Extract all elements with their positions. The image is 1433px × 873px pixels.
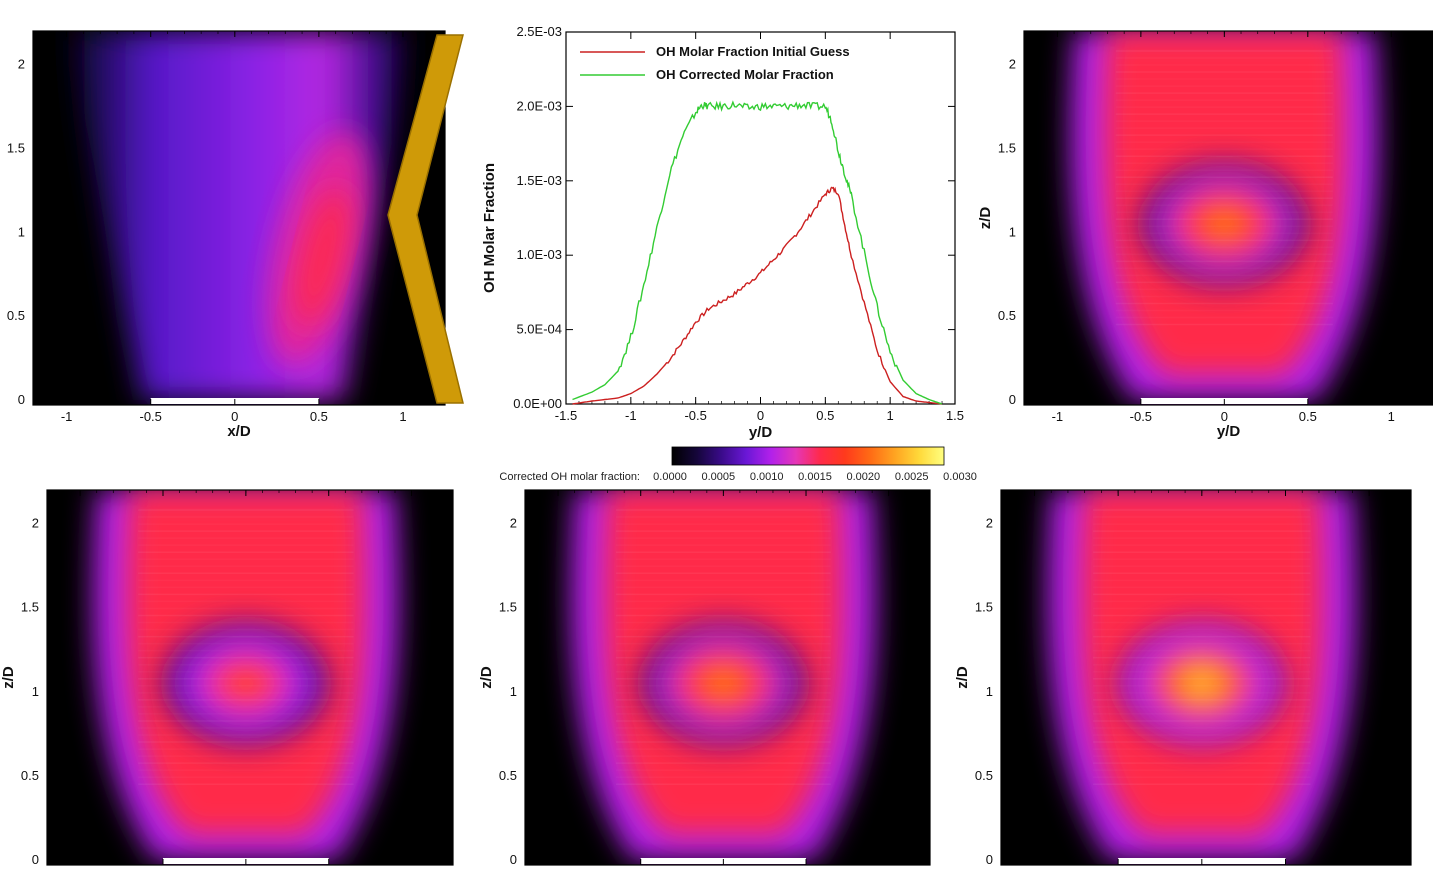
x-tick-label: -0.5 [1130, 409, 1152, 424]
line-plot-frame [565, 31, 956, 405]
colorbar-tick-label: 0.0000 [653, 471, 687, 483]
x-axis-label: y/D [749, 424, 773, 441]
y-axis-label: z/D [977, 207, 994, 230]
x-tick-label: 0 [1221, 409, 1228, 424]
series-line-2 [572, 100, 943, 405]
plot-frame [1000, 489, 1412, 866]
y-tick-label: 1.5E-03 [516, 173, 562, 188]
y-tick-label: 0.5 [975, 768, 993, 783]
contour-top-left: -1 -0.5 0 0.5 1 0 0.5 1 1.5 2 x/D [7, 30, 446, 440]
y-tick-label: 1 [986, 684, 993, 699]
flame-field [570, 490, 876, 860]
colorbar-tick-label: 0.0015 [798, 471, 832, 483]
x-tick-label: 0.5 [310, 409, 328, 424]
y-tick-label: 2 [986, 516, 993, 531]
x-tick-label: 0.5 [1299, 409, 1317, 424]
plot-frame [32, 30, 446, 406]
flame-field [92, 490, 399, 860]
contour-bottom-left: 0 0.5 1 1.5 2 z/D [0, 489, 454, 867]
x-tick-label: -1 [1052, 409, 1064, 424]
y-tick-label: 0 [510, 852, 517, 867]
colorbar-tick-label: 0.0010 [750, 471, 784, 483]
contour-panels: -1 -0.5 0 0.5 1 0 0.5 1 1.5 2 x/D -1 -0.5 0 0.5 1 0 0.5 1 1… [0, 30, 1433, 867]
y-tick-label: 1.5 [998, 140, 1016, 155]
contour-bottom-right: 0 0.5 1 1.5 2 z/D [954, 489, 1412, 867]
series-line-1 [572, 186, 943, 405]
colorbar-tick-label: 0.0020 [847, 471, 881, 483]
legend-entry-1: OH Molar Fraction Initial Guess [656, 44, 850, 59]
y-tick-label: 2 [510, 516, 517, 531]
x-tick-label: 1 [399, 409, 406, 424]
x-tick-label: -1 [61, 409, 73, 424]
y-tick-label: 5.0E-04 [516, 322, 562, 337]
plot-frame [524, 489, 931, 866]
y-tick-label: 2 [18, 57, 25, 72]
x-tick-label: 1 [1388, 409, 1395, 424]
y-tick-label: 0 [1009, 392, 1016, 407]
y-tick-label: 0.5 [7, 308, 25, 323]
y-tick-label: 1 [1009, 224, 1016, 239]
y-axis-label: z/D [478, 666, 495, 689]
x-axis-label: x/D [227, 423, 251, 440]
x-tick-label: -1 [625, 408, 637, 423]
x-tick-label: 0 [231, 409, 238, 424]
y-tick-label: 1 [32, 684, 39, 699]
y-tick-label: 0.0E+00 [513, 396, 562, 411]
y-tick-label: 2.0E-03 [516, 98, 562, 113]
x-tick-label: -0.5 [684, 408, 706, 423]
y-tick-label: 0 [986, 852, 993, 867]
y-tick-label: 1 [18, 224, 25, 239]
y-tick-label: 1.5 [975, 600, 993, 615]
y-axis-label: z/D [954, 666, 971, 689]
y-tick-label: 2.5E-03 [516, 24, 562, 39]
y-tick-label: 0 [18, 392, 25, 407]
x-tick-label: 0 [757, 408, 764, 423]
line-plot-panel: -1.5 -1 -0.5 0 0.5 1 1.5 0.0E+00 5.0E-04 1.0E-03 1… [481, 24, 964, 441]
y-axis-label: OH Molar Fraction [481, 163, 498, 293]
y-tick-label: 2 [32, 516, 39, 531]
y-tick-label: 2 [1009, 57, 1016, 72]
flame-field [66, 31, 412, 400]
plot-frame [46, 489, 454, 866]
contour-bottom-middle: 0 0.5 1 1.5 2 z/D [478, 489, 931, 867]
y-tick-label: 1.5 [21, 600, 39, 615]
y-tick-label: 0.5 [21, 768, 39, 783]
colorbar-label: Corrected OH molar fraction: [499, 471, 640, 483]
flame-field [1070, 31, 1379, 400]
chevron-shape [387, 34, 464, 404]
y-tick-label: 1.5 [499, 600, 517, 615]
legend-entry-2: OH Corrected Molar Fraction [656, 67, 834, 82]
y-tick-label: 1 [510, 684, 517, 699]
chevron-marker [387, 34, 464, 404]
colorbar-tick-label: 0.0025 [895, 471, 929, 483]
y-tick-label: 0.5 [998, 308, 1016, 323]
x-axis-label: y/D [1217, 423, 1241, 440]
x-tick-label: 1 [887, 408, 894, 423]
y-tick-label: 1.0E-03 [516, 247, 562, 262]
colorbar: Corrected OH molar fraction: 0.0000 0.0005… [499, 446, 977, 483]
y-axis-label: z/D [0, 666, 17, 689]
colorbar-tick-label: 0.0005 [702, 471, 736, 483]
plot-frame [1023, 30, 1433, 406]
colorbar-gradient [671, 446, 945, 466]
y-tick-label: 0.5 [499, 768, 517, 783]
x-tick-label: -1.5 [555, 408, 577, 423]
x-tick-label: 1.5 [946, 408, 964, 423]
contour-top-right: -1 -0.5 0 0.5 1 0 0.5 1 1.5 2 y/D z/D [977, 30, 1433, 440]
y-tick-label: 0 [32, 852, 39, 867]
flame-field [1047, 490, 1357, 860]
x-tick-label: 0.5 [816, 408, 834, 423]
x-tick-label: -0.5 [140, 409, 162, 424]
colorbar-tick-label: 0.0030 [943, 471, 977, 483]
y-tick-label: 1.5 [7, 140, 25, 155]
